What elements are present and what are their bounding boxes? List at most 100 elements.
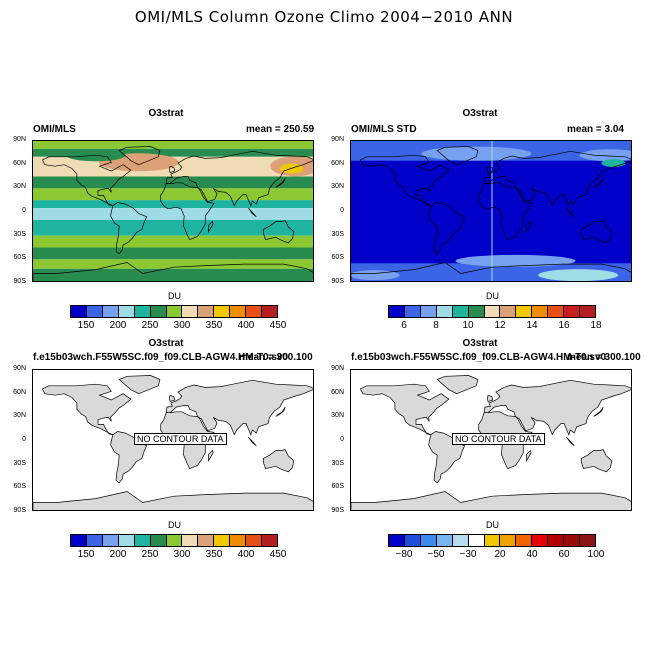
coastline [428,202,466,255]
coastline [486,394,494,403]
contour-patch [601,159,626,168]
coastline [208,220,214,233]
coastline [165,150,313,207]
contour-band [33,259,313,269]
colorbar-tick-label: 400 [237,549,255,560]
contour-band [33,268,313,281]
coastline [359,154,450,207]
colorbar-swatch [548,306,565,317]
latitude-tick-label: 30S [331,230,344,238]
coastline [526,220,532,233]
coastline [262,220,295,244]
colorbar-unit-label: DU [486,520,499,530]
colorbar-swatch [166,535,183,546]
latitude-tick-label: 60N [13,388,26,396]
panel-title: O3strat [148,338,184,349]
colorbar [70,534,278,547]
colorbar-tick-label: 250 [141,549,159,560]
panel-mean-label: mean = 300.100 [567,352,641,363]
colorbar-tick-label: 300 [173,320,191,331]
no-contour-data-label: NO CONTOUR DATA [134,433,227,445]
latitude-tick-label: 90N [331,365,344,372]
coastline [486,165,494,174]
colorbar [70,305,278,318]
colorbar-swatch [230,535,247,546]
coastline [436,375,479,395]
colorbar-swatch [420,306,437,317]
colorbar-tick-label: 16 [558,320,570,331]
coastline [248,436,257,446]
colorbar-swatch [214,306,231,317]
colorbar-swatch [166,306,183,317]
colorbar-tick-label: 300 [173,549,191,560]
latitude-tick-label: 90N [331,136,344,143]
colorbar-swatch [118,306,135,317]
colorbar-swatch [500,306,517,317]
colorbar [388,534,596,547]
colorbar-swatch [86,535,103,546]
coastline [160,182,215,241]
coastline [478,182,533,241]
colorbar-swatch [548,535,565,546]
coastline [593,177,604,188]
coastline [208,449,214,462]
colorbar-unit-label: DU [168,520,181,530]
colorbar [388,305,596,318]
colorbar-swatch [71,535,87,546]
latitude-tick-label: 60N [331,159,344,167]
contour-band [33,208,313,220]
colorbar-swatch [246,306,263,317]
colorbar-tick-label: 250 [141,320,159,331]
panel-left-label: f.e15b03wch.F55W5SC.f09_f09.CLB-AGW4.HM-… [351,352,607,363]
colorbar-tick-label: 200 [109,549,127,560]
latitude-tick-label: 90S [13,278,26,285]
colorbar-tick-label: 10 [462,320,474,331]
colorbar-swatch [436,535,453,546]
latitude-tick-label: 60S [331,483,344,491]
colorbar-tick-label: 40 [526,549,538,560]
latitude-tick-label: 60S [331,254,344,262]
colorbar-swatch [134,306,151,317]
colorbar-swatch [71,306,87,317]
colorbar-swatch [246,535,263,546]
colorbar-tick-label: 150 [77,320,95,331]
panel-mean-label: mean = 3.04 [567,124,624,135]
panel-left-label: f.e15b03wch.F55W5SC.f09_f09.CLB-AGW4.HM-… [33,352,289,363]
coastline [483,379,631,436]
colorbar-tick-label: 450 [269,549,287,560]
latitude-tick-label: 30N [331,412,344,420]
coastline [566,207,575,217]
latitude-tick-label: 0 [22,207,26,214]
colorbar-tick-label: −50 [427,549,445,560]
latitude-tick-label: 30S [13,230,26,238]
colorbar-swatch [182,535,199,546]
colorbar-swatch [86,306,103,317]
colorbar-swatch [532,535,549,546]
colorbar-tick-label: 200 [109,320,127,331]
colorbar-swatch [214,535,231,546]
panel-left-label: OMI/MLS [33,124,76,135]
contour-band [33,200,313,209]
contour-patch [351,270,400,281]
colorbar-swatch [102,306,119,317]
latitude-tick-label: 60N [13,159,26,167]
coastline [41,383,132,436]
colorbar-tick-label: 450 [269,320,287,331]
latitude-tick-label: 90N [13,136,26,143]
contour-patch [455,254,576,267]
colorbar-tick-label: 14 [526,320,538,331]
contour-band [33,176,313,189]
contour-patch [579,149,631,162]
coastline [351,262,631,281]
coastline [351,491,631,510]
colorbar-swatch [262,306,277,317]
colorbar-swatch [134,535,151,546]
coastline [168,394,176,403]
colorbar-tick-label: 350 [205,320,223,331]
colorbar-swatch [468,535,485,546]
coastline [566,436,575,446]
coastline [118,375,161,395]
colorbar-tick-label: 18 [590,320,602,331]
coastline [275,177,286,188]
colorbar-tick-label: −30 [459,549,477,560]
